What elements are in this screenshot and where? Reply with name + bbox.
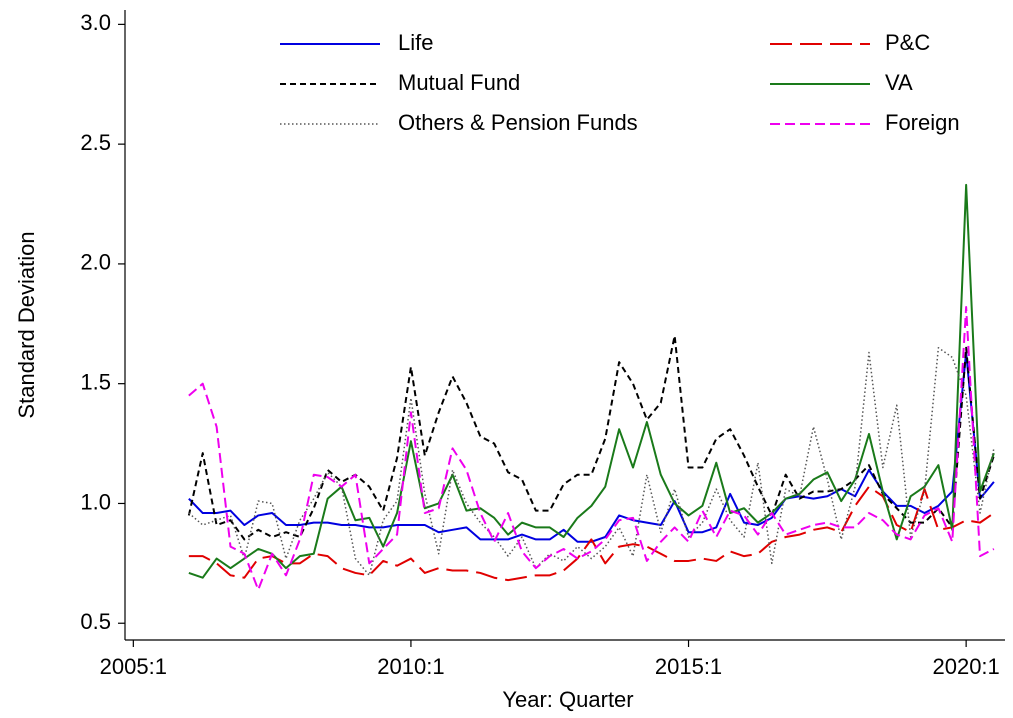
y-tick-label: 3.0 xyxy=(80,10,111,35)
legend-label: P&C xyxy=(885,30,930,55)
legend-label: VA xyxy=(885,70,913,95)
legend-label: Foreign xyxy=(885,110,960,135)
series-line xyxy=(188,183,995,579)
x-tick-label: 2015:1 xyxy=(655,654,722,679)
y-tick-label: 2.0 xyxy=(80,250,111,275)
x-axis-title: Year: Quarter xyxy=(502,687,633,712)
series-line xyxy=(188,485,995,582)
y-tick-label: 1.0 xyxy=(80,489,111,514)
x-tick-label: 2005:1 xyxy=(100,654,167,679)
series-line xyxy=(188,347,995,577)
y-tick-label: 0.5 xyxy=(80,609,111,634)
series-line xyxy=(187,334,995,541)
x-tick-label: 2020:1 xyxy=(932,654,999,679)
y-tick-label: 1.5 xyxy=(80,370,111,395)
y-tick-label: 2.5 xyxy=(80,130,111,155)
x-tick-label: 2010:1 xyxy=(377,654,444,679)
legend-label: Life xyxy=(398,30,433,55)
series-line xyxy=(188,306,995,591)
legend-label: Others & Pension Funds xyxy=(398,110,638,135)
y-axis-title: Standard Deviation xyxy=(14,231,39,418)
legend-label: Mutual Fund xyxy=(398,70,520,95)
series-line xyxy=(188,351,995,543)
